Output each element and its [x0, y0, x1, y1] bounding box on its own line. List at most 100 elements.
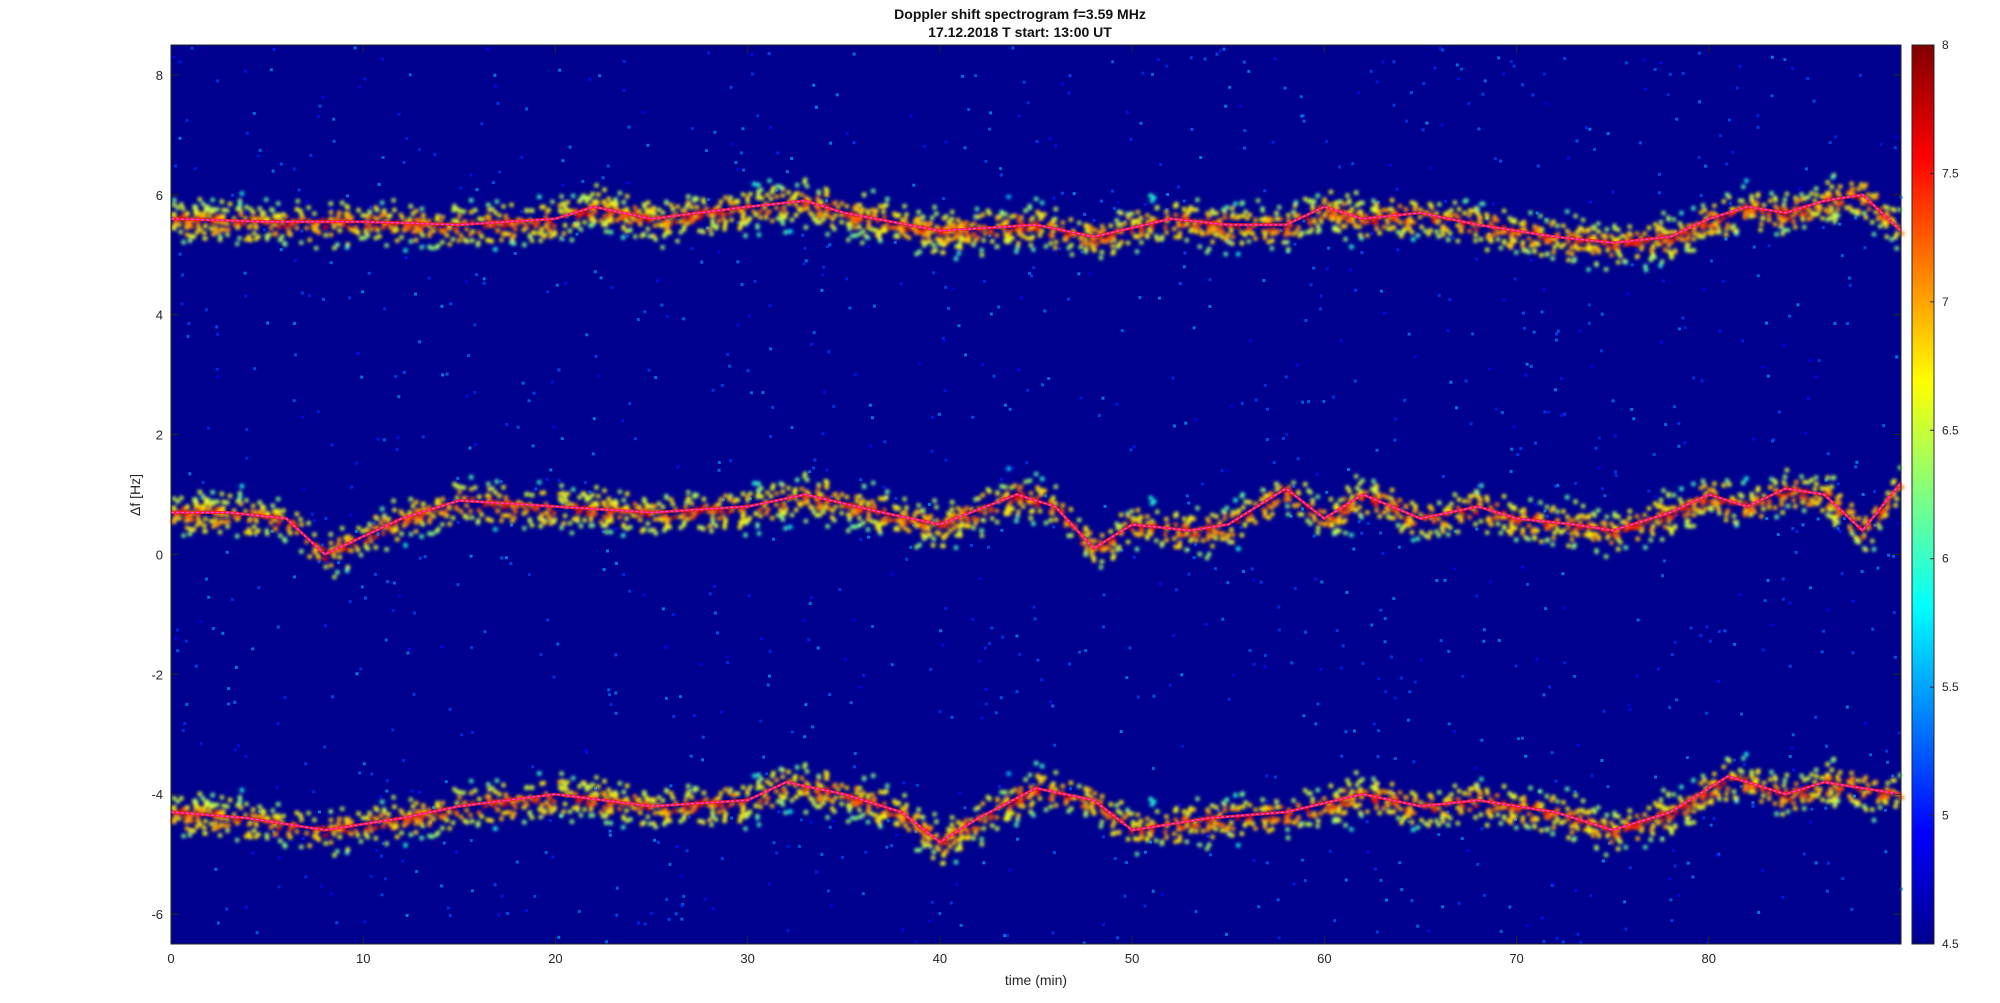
band-cell — [1779, 218, 1784, 223]
band-cell — [1794, 200, 1799, 205]
noise-speckle — [1573, 675, 1577, 678]
noise-speckle — [568, 145, 572, 149]
band-cell — [1692, 226, 1697, 231]
noise-speckle — [448, 913, 452, 917]
band-cell — [894, 214, 899, 219]
noise-speckle — [551, 855, 555, 859]
noise-speckle — [573, 221, 577, 225]
band-cell — [657, 222, 662, 227]
noise-speckle — [1351, 162, 1355, 166]
band-cell — [641, 232, 646, 237]
band-cell — [743, 233, 748, 238]
band-cell — [771, 186, 776, 191]
noise-speckle — [1165, 64, 1169, 68]
noise-speckle — [1834, 135, 1838, 139]
noise-speckle — [1320, 580, 1324, 584]
noise-speckle — [989, 111, 993, 115]
band-cell — [421, 218, 426, 223]
band-cell — [601, 222, 606, 227]
band-cell — [219, 227, 224, 232]
band-cell — [349, 227, 354, 232]
noise-speckle — [384, 638, 388, 642]
noise-speckle — [1395, 187, 1399, 191]
band-cell — [1187, 207, 1192, 212]
band-cell — [869, 227, 874, 232]
noise-speckle — [370, 772, 374, 776]
band-cell — [1253, 217, 1258, 222]
noise-speckle — [451, 499, 455, 503]
noise-speckle — [1584, 126, 1588, 129]
band-cell — [1609, 234, 1614, 239]
band-cell — [663, 218, 668, 223]
band-cell — [682, 225, 687, 229]
noise-speckle — [1301, 507, 1305, 511]
noise-speckle — [1788, 755, 1792, 759]
noise-speckle — [255, 931, 259, 935]
band-cell — [934, 225, 939, 229]
band-cell — [1147, 227, 1151, 232]
noise-speckle — [186, 334, 190, 338]
noise-speckle — [413, 611, 417, 615]
noise-speckle — [1048, 137, 1052, 141]
band-cell — [899, 228, 904, 233]
noise-speckle — [1809, 586, 1813, 590]
noise-speckle — [1103, 504, 1107, 508]
band-cell — [202, 231, 207, 235]
noise-speckle — [1481, 92, 1485, 96]
noise-speckle — [1670, 919, 1674, 923]
noise-speckle — [1893, 146, 1897, 150]
plot-area — [170, 44, 1904, 945]
noise-speckle — [1393, 438, 1397, 442]
band-cell — [862, 192, 866, 197]
band-cell — [1384, 218, 1389, 223]
noise-speckle — [1471, 332, 1475, 336]
band-cell — [1413, 205, 1418, 210]
band-cell — [806, 198, 811, 203]
noise-speckle — [234, 665, 238, 669]
noise-speckle — [1840, 572, 1844, 575]
noise-speckle — [1400, 507, 1404, 511]
noise-speckle — [1102, 923, 1105, 927]
noise-speckle — [1183, 251, 1187, 255]
noise-speckle — [1441, 48, 1445, 52]
band-cell — [427, 233, 432, 238]
noise-speckle — [1109, 239, 1113, 243]
noise-speckle — [859, 537, 863, 541]
band-cell — [1359, 217, 1364, 222]
noise-speckle — [475, 188, 479, 192]
band-cell — [751, 209, 756, 214]
band-cell — [1393, 210, 1398, 215]
band-cell — [304, 226, 309, 230]
noise-speckle — [1072, 192, 1076, 196]
band-cell — [1092, 248, 1097, 253]
band-cell — [1388, 226, 1393, 231]
band-cell — [1066, 245, 1071, 250]
noise-speckle — [585, 333, 589, 337]
band-cell — [731, 201, 736, 206]
noise-speckle — [1706, 941, 1710, 945]
noise-speckle — [449, 302, 453, 306]
noise-speckle — [541, 815, 545, 819]
band-cell — [946, 219, 951, 224]
noise-speckle — [1685, 756, 1689, 760]
noise-speckle — [293, 575, 296, 579]
noise-speckle — [602, 568, 606, 572]
band-cell — [1285, 240, 1290, 245]
noise-speckle — [1576, 743, 1580, 747]
noise-speckle — [942, 339, 946, 343]
band-cell — [1125, 212, 1130, 217]
band-cell — [1135, 249, 1139, 254]
band-cell — [561, 231, 566, 236]
band-cell — [457, 213, 462, 218]
noise-speckle — [546, 618, 550, 622]
band-cell — [1308, 198, 1313, 203]
noise-speckle — [1011, 46, 1015, 50]
band-cell — [613, 202, 618, 207]
noise-speckle — [1392, 597, 1396, 600]
band-cell — [1286, 248, 1291, 253]
band-cell — [1701, 203, 1706, 208]
noise-speckle — [1638, 141, 1642, 145]
noise-speckle — [439, 884, 443, 888]
noise-speckle — [674, 912, 678, 916]
band-cell — [413, 217, 418, 222]
